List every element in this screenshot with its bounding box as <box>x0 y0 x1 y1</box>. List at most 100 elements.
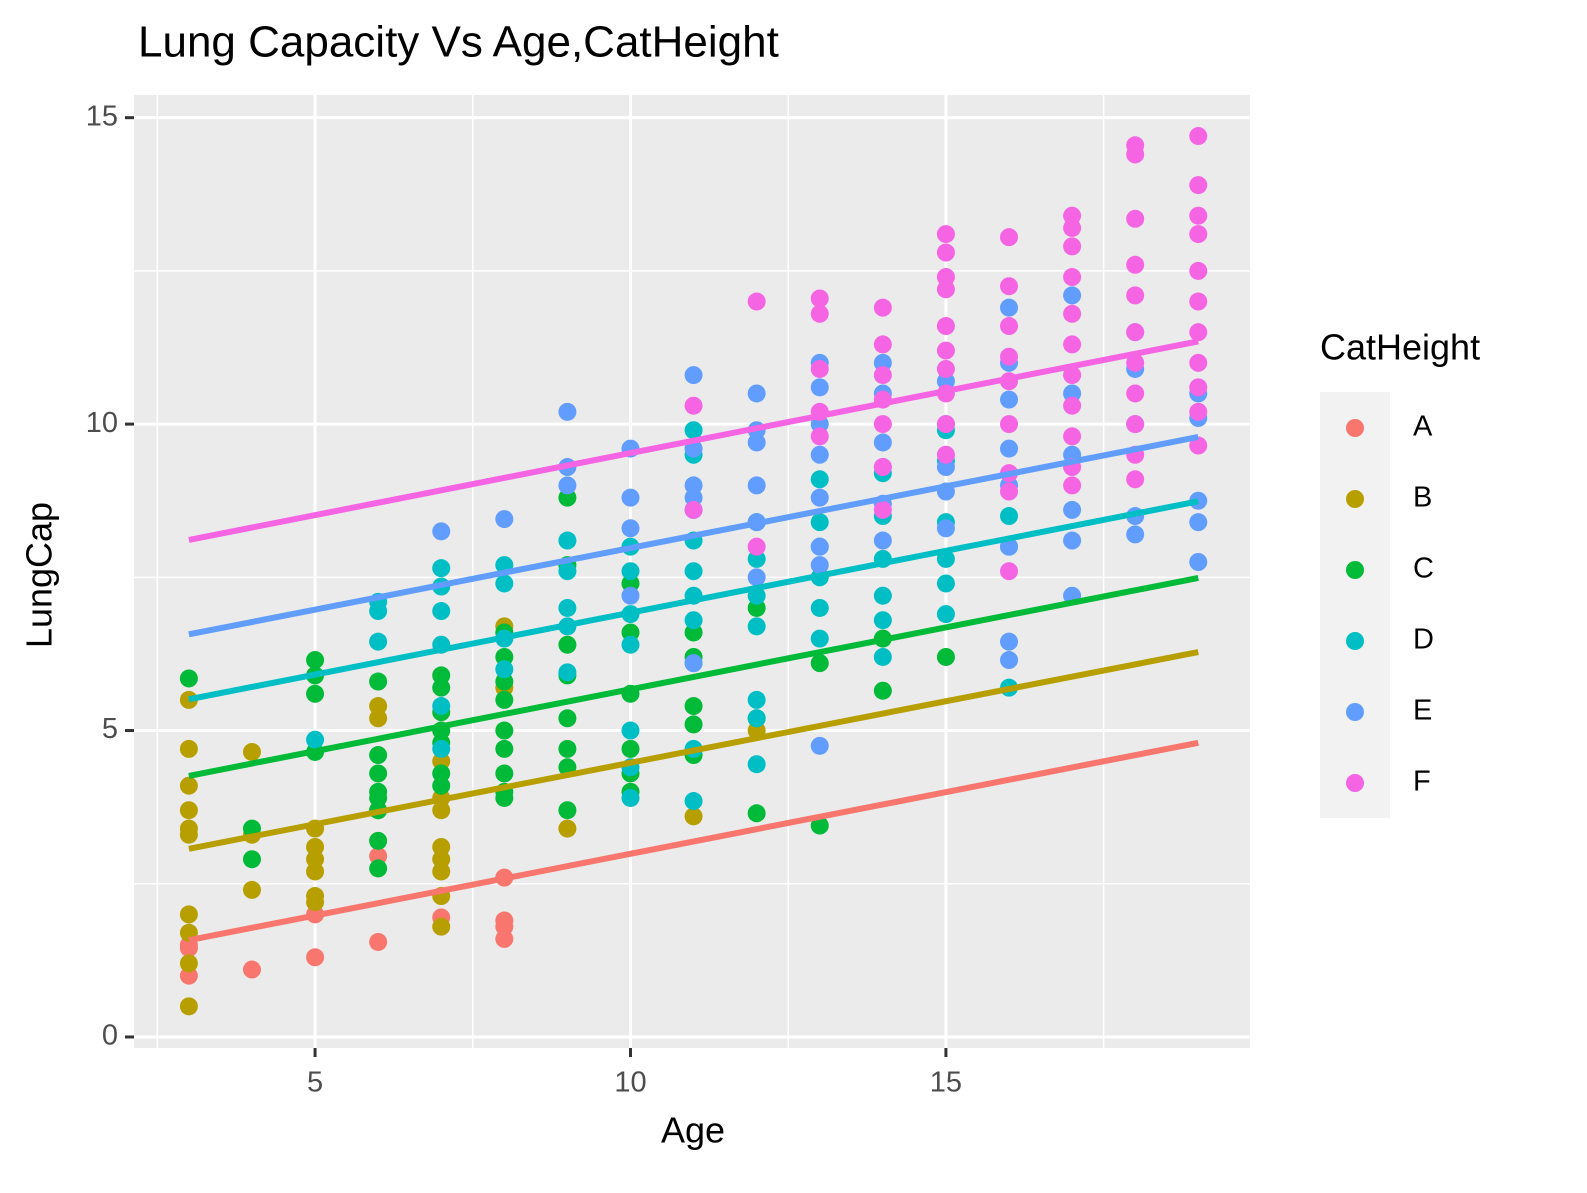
point <box>1000 562 1019 581</box>
point <box>621 562 640 581</box>
point <box>873 458 892 477</box>
point <box>369 746 388 765</box>
point <box>747 690 766 709</box>
point <box>936 574 955 593</box>
point <box>1063 366 1082 385</box>
point <box>558 598 577 617</box>
y-tick-label: 10 <box>86 407 118 439</box>
point <box>495 739 514 758</box>
y-tick-label: 5 <box>102 713 118 745</box>
point <box>369 672 388 691</box>
point <box>621 586 640 605</box>
point <box>936 605 955 624</box>
y-axis-title: LungCap <box>19 502 60 648</box>
point <box>306 730 325 749</box>
point <box>873 647 892 666</box>
point <box>747 537 766 556</box>
point <box>1126 470 1145 489</box>
point <box>747 755 766 774</box>
point <box>747 292 766 311</box>
point <box>1126 525 1145 544</box>
point <box>306 862 325 881</box>
point <box>936 341 955 360</box>
legend-key <box>1346 703 1364 721</box>
point <box>1063 427 1082 446</box>
point <box>1189 513 1208 532</box>
point <box>1000 415 1019 434</box>
point <box>1126 353 1145 372</box>
point <box>1063 268 1082 287</box>
point <box>306 893 325 912</box>
y-tick-label: 15 <box>86 100 118 132</box>
point <box>873 681 892 700</box>
point <box>558 531 577 550</box>
point <box>810 513 829 532</box>
point <box>684 562 703 581</box>
legend-label: E <box>1413 695 1432 727</box>
point <box>873 366 892 385</box>
legend-background <box>1320 392 1390 818</box>
point <box>495 917 514 936</box>
point <box>936 317 955 336</box>
legend-label: A <box>1413 411 1433 443</box>
point <box>684 396 703 415</box>
point <box>1126 323 1145 342</box>
point <box>936 243 955 262</box>
point <box>432 862 451 881</box>
point <box>432 739 451 758</box>
point <box>1063 500 1082 519</box>
point <box>747 476 766 495</box>
point <box>810 537 829 556</box>
point <box>1189 353 1208 372</box>
point <box>1000 439 1019 458</box>
point <box>1000 298 1019 317</box>
point <box>936 445 955 464</box>
point <box>1000 507 1019 526</box>
point <box>1000 317 1019 336</box>
point <box>432 602 451 621</box>
point <box>1000 482 1019 501</box>
point <box>621 739 640 758</box>
point <box>684 366 703 385</box>
point <box>1063 237 1082 256</box>
point <box>810 629 829 648</box>
point <box>432 522 451 541</box>
point <box>873 611 892 630</box>
point <box>306 948 325 967</box>
point <box>306 684 325 703</box>
point <box>936 359 955 378</box>
point <box>1189 292 1208 311</box>
x-tick-label: 5 <box>307 1067 323 1099</box>
point <box>1126 384 1145 403</box>
legend-key <box>1346 490 1364 508</box>
point <box>242 850 261 869</box>
point <box>558 739 577 758</box>
point <box>684 697 703 716</box>
point <box>684 715 703 734</box>
point <box>810 556 829 575</box>
point <box>873 586 892 605</box>
point <box>1126 145 1145 164</box>
x-axis-title: Age <box>661 1110 725 1151</box>
point <box>558 635 577 654</box>
fit-line <box>188 434 1199 638</box>
point <box>684 421 703 440</box>
point <box>810 378 829 397</box>
x-tick-label: 10 <box>614 1067 646 1099</box>
point <box>369 932 388 951</box>
point <box>179 825 198 844</box>
point <box>306 651 325 670</box>
point <box>684 807 703 826</box>
point <box>432 678 451 697</box>
point <box>1126 286 1145 305</box>
point <box>1063 286 1082 305</box>
point <box>495 788 514 807</box>
point <box>242 742 261 761</box>
point <box>1063 218 1082 237</box>
point <box>873 335 892 354</box>
point <box>1189 261 1208 280</box>
point <box>810 488 829 507</box>
point <box>810 816 829 835</box>
legend-label: D <box>1413 624 1434 656</box>
